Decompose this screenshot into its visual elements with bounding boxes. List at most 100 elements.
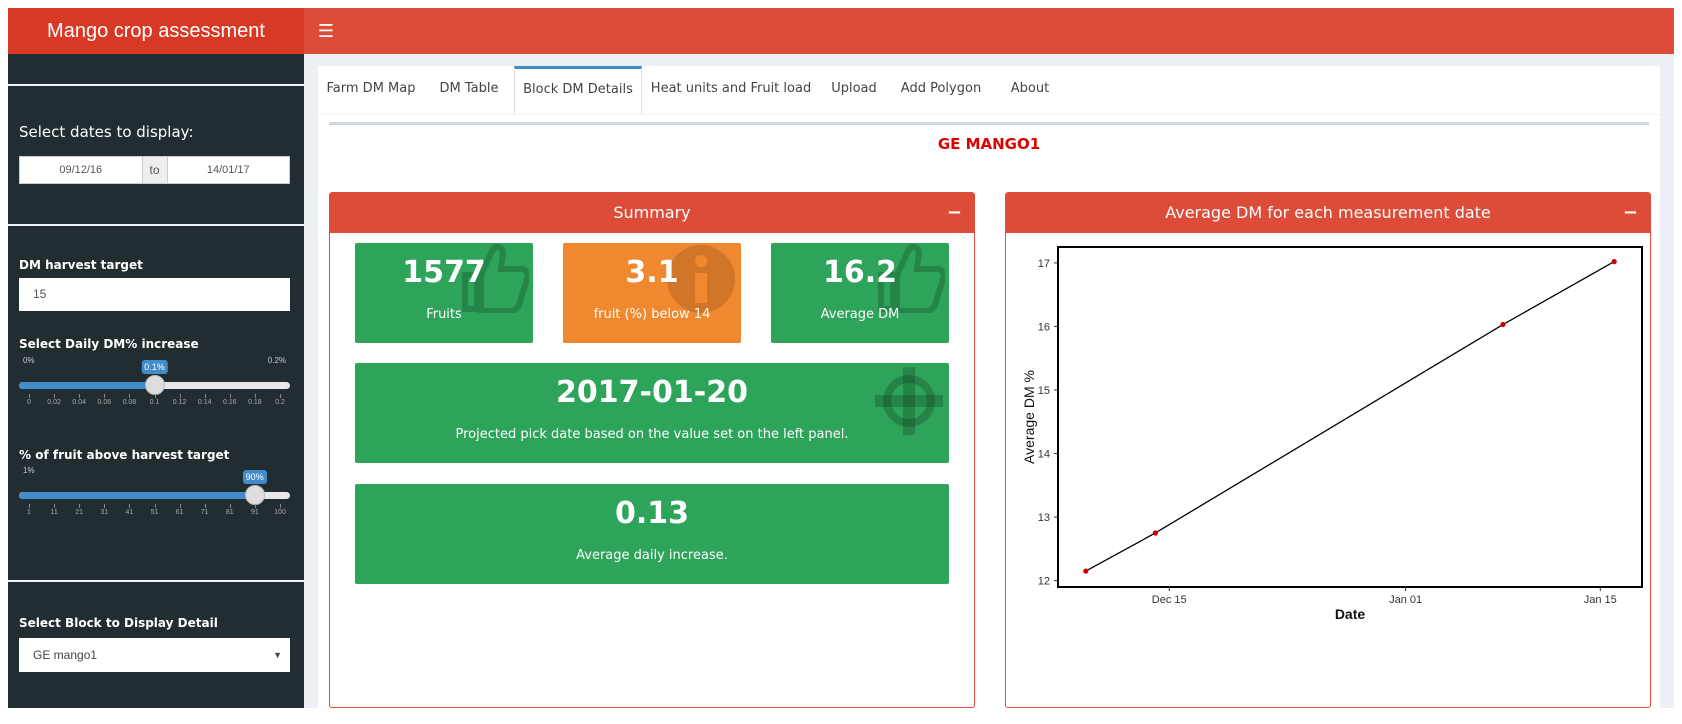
caret-down-icon: ▼: [273, 650, 282, 660]
slider-tick-label: 0.12: [172, 399, 187, 406]
pick-date-label: Projected pick date based on the value s…: [455, 427, 849, 442]
slider-tick: [29, 504, 30, 508]
y-tick-label: 16: [1038, 321, 1050, 333]
slider-tick: [254, 394, 256, 398]
slider-tick-label: 0.04: [72, 399, 86, 406]
slider-tick: [179, 504, 181, 508]
dm-target-input[interactable]: 15: [19, 278, 290, 311]
tab-farm-dm-map[interactable]: Farm DM Map: [326, 81, 416, 96]
tab-add-polygon[interactable]: Add Polygon: [900, 81, 982, 96]
tab-heat-units[interactable]: Heat units and Fruit load: [650, 81, 812, 96]
crosshairs-icon: [873, 365, 945, 442]
sidebar-divider: [8, 224, 304, 226]
y-axis-label: Average DM %: [1021, 370, 1037, 464]
thumbs-up-icon: [877, 243, 947, 318]
slider-tick-label: 100: [274, 509, 286, 516]
slider-tick-label: 41: [125, 509, 134, 516]
slider-tick: [204, 504, 206, 508]
x-tick-label: Dec 15: [1152, 594, 1187, 606]
slider-tick-label: 81: [225, 509, 234, 516]
below-value: 3.1: [625, 255, 679, 290]
tab-block-dm-details[interactable]: Block DM Details: [514, 66, 642, 114]
slider-tick: [79, 504, 81, 508]
slider-min-label: 0%: [23, 356, 35, 365]
dm-target-label: DM harvest target: [19, 258, 143, 272]
x-tick-label: Jan 15: [1584, 594, 1617, 606]
value-box-fruits: 1577 Fruits: [355, 243, 533, 343]
slider-tick-label: 21: [75, 509, 84, 516]
pick-date-value: 2017-01-20: [556, 375, 748, 410]
slider-tick-label: 0.06: [97, 399, 112, 406]
top-navbar: ☰: [304, 8, 1674, 54]
slider-tick-label: 0.08: [122, 399, 137, 406]
x-tick-label: Jan 01: [1389, 594, 1422, 606]
slider-tick-label: 0.02: [47, 399, 61, 406]
slider-tick: [179, 394, 181, 398]
slider-tick-label: 0.16: [222, 399, 237, 406]
y-tick-label: 14: [1038, 449, 1050, 461]
slider-tick-label: 61: [175, 509, 184, 516]
date-to-input[interactable]: 14/01/17: [166, 156, 290, 184]
y-tick-label: 17: [1038, 258, 1050, 270]
summary-title: Summary: [613, 203, 691, 222]
block-select[interactable]: GE mango1 ▼: [19, 638, 290, 672]
slider-tick: [154, 394, 156, 398]
plot-border: [1057, 246, 1643, 588]
y-tick-label: 13: [1038, 512, 1050, 524]
slider-ticks: 1 11 21 31 41 51 61 71 81 91 100: [19, 504, 290, 518]
slider-tick: [204, 394, 206, 398]
slider-handle[interactable]: [244, 485, 265, 505]
data-point: [1611, 259, 1617, 265]
slider-tick: [229, 394, 231, 398]
y-tick-label: 12: [1038, 576, 1050, 588]
dm-line-chart: 12 13 14 15 16 17 Dec 15 Jan 01 Jan 15 Date Averag…: [1021, 246, 1643, 622]
sidebar: Select dates to display: 09/12/16 to 14/…: [8, 54, 304, 708]
date-separator: to: [142, 156, 167, 184]
pct-above-slider[interactable]: 1% 90% 1 11 21 31 41 51 61 71 81 91 100: [19, 466, 290, 516]
tab-dm-table[interactable]: DM Table: [439, 81, 499, 96]
below-label: fruit (%) below 14: [593, 307, 711, 322]
slider-tick: [254, 504, 256, 508]
avg-dm-value: 16.2: [822, 255, 898, 290]
pct-above-label: % of fruit above harvest target: [19, 448, 230, 462]
collapse-icon[interactable]: −: [1622, 202, 1638, 223]
daily-increase-slider[interactable]: 0% 0.2% 0.1% 0 0.02 0.04 0.06 0.08 0.1 0.12 0.1…: [19, 356, 290, 406]
sidebar-divider: [8, 580, 304, 582]
block-title-box: GE MANGO1: [329, 122, 1649, 182]
daily-increase-label: Select Daily DM% increase: [19, 337, 199, 351]
fruits-value: 1577: [402, 255, 486, 290]
slider-tick: [154, 504, 156, 508]
data-point: [1500, 321, 1506, 328]
chart-box: Average DM for each measurement date − 1…: [1005, 192, 1651, 708]
tab-about[interactable]: About: [1010, 81, 1050, 96]
summary-header: Summary −: [330, 193, 974, 233]
slider-handle[interactable]: [144, 375, 165, 395]
thumbs-up-icon: [461, 243, 531, 318]
block-title: GE MANGO1: [937, 135, 1041, 153]
collapse-icon[interactable]: −: [946, 202, 962, 223]
value-box-daily-increase: 0.13 Average daily increase.: [355, 484, 949, 584]
date-from-input[interactable]: 09/12/16: [19, 156, 143, 184]
slider-tick-label: 1: [27, 509, 31, 516]
data-point: [1152, 530, 1158, 536]
slider-tick-label: 0: [27, 399, 31, 406]
slider-tick-label: 11: [50, 509, 58, 516]
tab-upload[interactable]: Upload: [831, 81, 877, 96]
slider-tick: [280, 504, 281, 508]
slider-tick: [79, 394, 81, 398]
hamburger-icon[interactable]: ☰: [317, 21, 335, 41]
data-point: [1083, 568, 1089, 574]
block-select-label: Select Block to Display Detail: [19, 616, 218, 630]
chart-title: Average DM for each measurement date: [1165, 203, 1491, 222]
app-logo[interactable]: Mango crop assessment: [8, 8, 304, 54]
slider-tick: [54, 394, 56, 398]
slider-tick: [104, 394, 106, 398]
avg-dm-label: Average DM: [820, 307, 900, 322]
daily-increase-value: 0.13: [614, 496, 690, 531]
sidebar-divider: [8, 84, 304, 86]
slider-tick-label: 31: [100, 509, 109, 516]
slider-tick: [54, 504, 56, 508]
slider-tick: [280, 394, 281, 398]
slider-fill: [19, 382, 155, 389]
summary-box: Summary − 1577 Fruits 3.1 fruit (%) belo…: [329, 192, 975, 708]
